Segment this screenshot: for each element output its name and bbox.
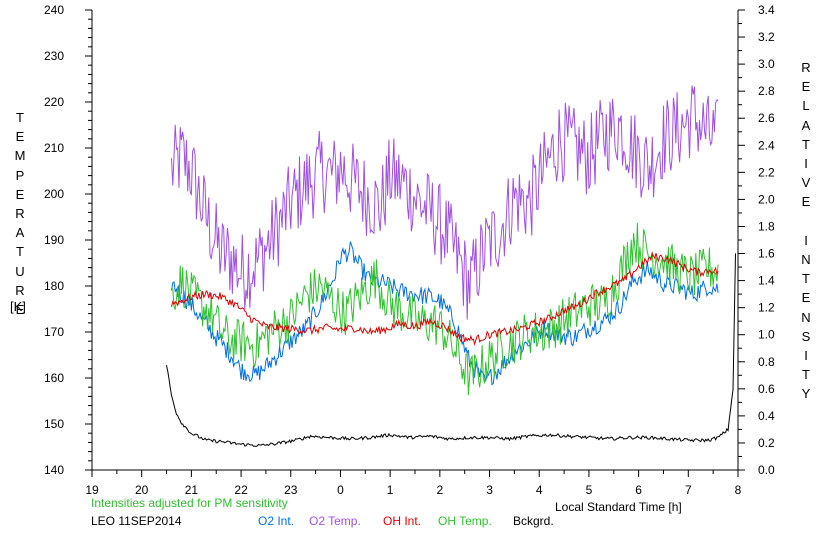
x-tick-label: 7: [685, 483, 692, 497]
left-tick-label: 190: [44, 233, 64, 247]
right-tick-label: 3.4: [758, 3, 775, 17]
left-tick-label: 220: [44, 95, 64, 109]
left-tick-label: 140: [44, 463, 64, 477]
left-tick-label: 210: [44, 141, 64, 155]
x-tick-label: 3: [486, 483, 493, 497]
right-tick-label: 0.0: [758, 463, 775, 477]
right-tick-label: 0.8: [758, 355, 775, 369]
right-tick-label: 2.4: [758, 138, 775, 152]
x-tick-label: 21: [185, 483, 199, 497]
left-axis-unit: [K]: [10, 299, 26, 314]
right-tick-label: 0.6: [758, 382, 775, 396]
right-tick-label: 1.6: [758, 247, 775, 261]
x-tick-label: 20: [135, 483, 149, 497]
right-tick-label: 0.4: [758, 409, 775, 423]
left-tick-label: 240: [44, 3, 64, 17]
x-tick-label: 8: [735, 483, 742, 497]
series-line-o2-int: [171, 241, 719, 386]
x-tick-label: 6: [635, 483, 642, 497]
left-tick-label: 170: [44, 325, 64, 339]
x-tick-label: 23: [284, 483, 298, 497]
x-tick-label: 5: [586, 483, 593, 497]
x-tick-label: 0: [337, 483, 344, 497]
x-tick-label: 2: [437, 483, 444, 497]
right-tick-label: 2.0: [758, 192, 775, 206]
station-date-label: LEO 11SEP2014: [91, 514, 182, 528]
x-tick-label: 1: [387, 483, 394, 497]
series-line-oh-temp: [171, 222, 719, 396]
x-tick-label: 19: [85, 483, 99, 497]
right-tick-label: 1.2: [758, 301, 775, 315]
x-axis-label: Local Standard Time [h]: [555, 500, 682, 514]
legend-oh-temp: OH Temp.: [438, 514, 492, 528]
right-tick-label: 2.6: [758, 111, 775, 125]
x-tick-label: 22: [234, 483, 248, 497]
right-tick-label: 2.2: [758, 165, 775, 179]
series-line-oh-int: [171, 252, 719, 346]
right-tick-label: 1.4: [758, 274, 775, 288]
legend-background: Bckgrd.: [513, 514, 554, 528]
left-tick-label: 160: [44, 371, 64, 385]
legend-oh-int: OH Int.: [383, 514, 422, 528]
left-tick-label: 200: [44, 187, 64, 201]
right-tick-label: 1.0: [758, 328, 775, 342]
left-tick-label: 180: [44, 279, 64, 293]
sensitivity-note: Intensities adjusted for PM sensitivity: [91, 496, 288, 510]
right-tick-label: 3.2: [758, 30, 775, 44]
right-tick-label: 1.8: [758, 219, 775, 233]
series-line-o2-temp: [171, 85, 719, 320]
left-tick-label: 150: [44, 417, 64, 431]
right-tick-label: 3.0: [758, 57, 775, 71]
legend-o2-int: O2 Int.: [258, 514, 295, 528]
left-tick-label: 230: [44, 49, 64, 63]
right-tick-label: 0.2: [758, 436, 775, 450]
right-tick-label: 2.8: [758, 84, 775, 98]
legend-o2-temp: O2 Temp.: [309, 514, 361, 528]
series-line-bckgrd: [166, 253, 736, 448]
x-tick-label: 4: [536, 483, 543, 497]
